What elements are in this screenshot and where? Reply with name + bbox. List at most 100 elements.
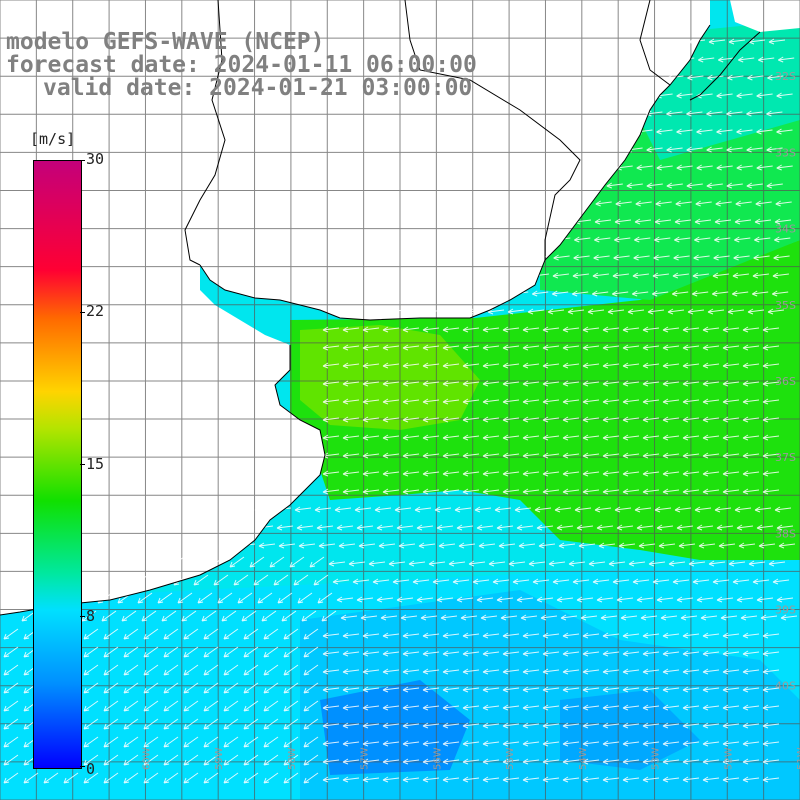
wind-arrow [722,380,740,387]
wind-arrow [402,758,420,765]
wind-arrow [702,632,720,639]
wind-arrow [103,754,119,766]
wind-arrow [482,398,500,405]
wind-arrow [322,686,340,693]
wind-arrow [263,736,279,748]
wind-arrow [602,416,620,423]
wind-arrow [476,524,494,531]
wind-arrow [620,614,638,621]
wind-arrow [531,290,549,297]
wind-arrow [602,758,620,765]
wind-arrow [602,488,620,495]
wind-arrow [283,646,299,658]
wind-arrow [494,506,512,513]
wind-arrow [243,682,259,694]
wind-arrow [440,614,458,621]
wind-arrow [382,452,400,459]
wind-arrow [647,308,665,315]
wind-arrow [714,218,732,225]
wind-arrow [163,646,179,658]
wind-arrow [482,686,500,693]
wind-arrow [143,646,159,658]
wind-arrow [496,524,514,531]
wind-arrow [622,380,640,387]
wind-arrow [296,524,314,531]
wind-arrow [442,380,460,387]
wind-arrow [392,578,410,585]
wind-arrow [757,56,775,63]
wind-arrow [422,722,440,729]
wind-arrow [502,758,520,765]
wind-arrow [700,614,718,621]
wind-arrow [568,560,586,567]
wind-arrow [303,718,319,730]
wind-arrow [303,772,319,784]
wind-arrow [654,236,671,243]
wind-arrow [352,578,370,585]
wind-arrow [422,704,440,711]
wind-arrow [143,664,159,676]
wind-arrow [762,704,780,711]
wind-arrow [522,470,540,477]
wind-arrow [773,254,790,261]
wind-arrow [682,416,700,423]
wind-arrow [527,308,545,315]
wind-arrow [442,722,460,729]
wind-arrow [396,524,414,531]
wind-arrow [687,308,705,315]
wind-arrow [522,668,540,675]
wind-arrow [221,610,237,622]
wind-arrow [642,632,660,639]
wind-arrow [83,646,99,658]
wind-arrow [756,92,773,99]
wind-arrow [771,290,789,297]
wind-arrow [462,758,480,765]
wind-arrow [615,200,632,207]
wind-arrow [438,542,456,549]
wind-arrow [442,416,460,423]
wind-arrow [612,272,629,279]
wind-arrow [666,146,683,153]
wind-arrow [442,398,460,405]
wind-arrow [480,614,498,621]
wind-arrow [594,236,611,243]
wind-arrow [303,700,319,712]
wind-arrow [592,272,609,279]
wind-arrow [602,686,620,693]
wind-arrow [141,610,157,622]
wind-arrow [754,506,772,513]
wind-arrow [482,362,500,369]
wind-arrow [671,290,689,297]
wind-arrow [534,506,552,513]
wind-arrow [702,344,720,351]
wind-arrow [756,164,773,171]
wind-arrow [556,524,574,531]
wind-arrow [356,596,374,603]
wind-arrow [567,308,585,315]
wind-arrow [496,596,514,603]
wind-arrow [400,614,418,621]
wind-arrow [322,704,340,711]
wind-arrow [648,560,666,567]
wind-arrow [542,668,560,675]
wind-arrow [368,560,386,567]
wind-arrow [592,578,610,585]
colorbar-tick-30: 30 [86,150,105,168]
wind-arrow [682,632,700,639]
wind-arrow [382,362,400,369]
wind-arrow [762,398,780,405]
wind-arrow [422,470,440,477]
wind-arrow [696,164,713,171]
colorbar [33,160,82,769]
wind-arrow [602,704,620,711]
wind-arrow [675,200,692,207]
wind-arrow [552,578,570,585]
wind-arrow [740,614,758,621]
wind-arrow [157,592,173,604]
wind-arrow [522,452,540,459]
wind-arrow [682,434,700,441]
wind-arrow [722,488,740,495]
wind-arrow [600,614,618,621]
wind-arrow [372,578,390,585]
wind-arrow [414,506,432,513]
